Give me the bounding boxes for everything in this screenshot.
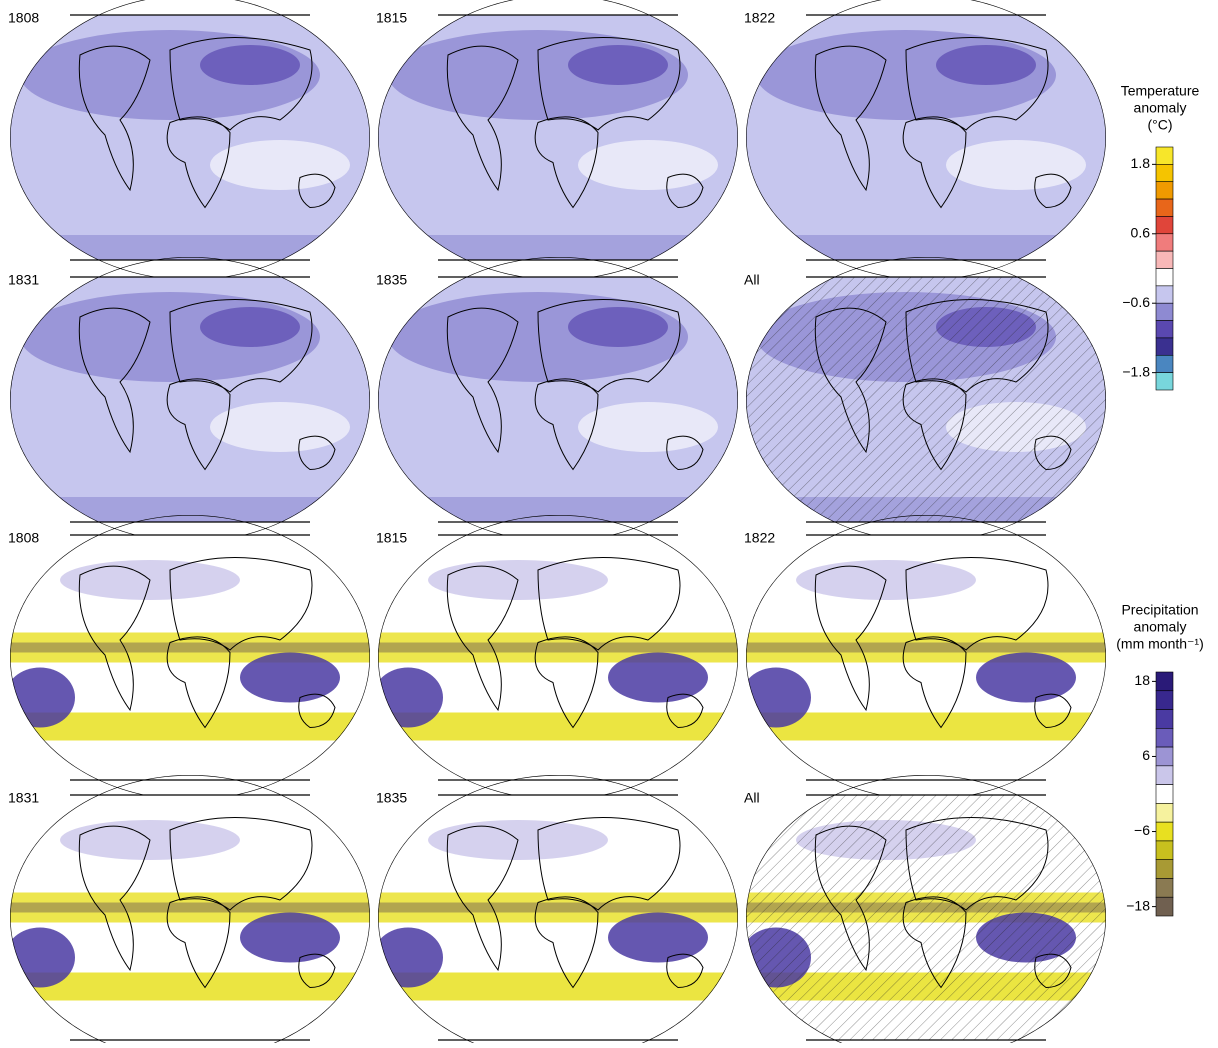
anomaly-region (373, 928, 443, 988)
anomaly-region (200, 307, 300, 347)
colorbar-swatch (1156, 691, 1173, 710)
colorbar-swatch (1156, 251, 1173, 268)
map-panel (5, 535, 370, 780)
anomaly-region (568, 307, 668, 347)
colorbar-swatch (1156, 672, 1173, 691)
colorbar-swatch (1156, 710, 1173, 729)
map-panel (741, 535, 1106, 780)
anomaly-region (578, 402, 718, 452)
colorbar-title: anomaly (1134, 619, 1187, 635)
map-panel (5, 795, 370, 1040)
panel-label: 1831 (8, 272, 39, 288)
panel-label: 1822 (744, 530, 775, 546)
colorbar-swatch (1156, 373, 1173, 390)
colorbar-tick-label: −1.8 (1122, 363, 1150, 379)
panel-label: 1808 (8, 10, 39, 26)
map-panel (373, 535, 738, 780)
colorbar-swatch (1156, 164, 1173, 181)
colorbar-swatch (1156, 747, 1173, 766)
colorbar-title: Precipitation (1121, 602, 1198, 618)
colorbar-swatch (1156, 860, 1173, 879)
colorbar-swatch (1156, 182, 1173, 199)
colorbar-swatch (1156, 269, 1173, 286)
colorbar-tick-label: −18 (1126, 897, 1150, 913)
map-panel (10, 15, 370, 260)
anomaly-region (5, 928, 75, 988)
panel-label: 1815 (376, 530, 407, 546)
map-panel (741, 795, 1106, 1040)
map-panel (378, 15, 738, 260)
colorbar-swatch (1156, 878, 1173, 897)
hatching (746, 795, 1106, 1040)
colorbar-swatch (1156, 216, 1173, 233)
anomaly-region (5, 668, 75, 728)
colorbar-title: Temperature (1121, 83, 1200, 99)
colorbar-swatch (1156, 286, 1173, 303)
colorbar-tick-label: 1.8 (1131, 155, 1151, 171)
panel-label: 1822 (744, 10, 775, 26)
colorbar-swatch (1156, 785, 1173, 804)
colorbar-swatch (1156, 822, 1173, 841)
colorbar-tick-label: 18 (1134, 672, 1150, 688)
colorbar-swatch (1156, 355, 1173, 372)
map-panel (746, 277, 1106, 522)
map-panel (378, 277, 738, 522)
anomaly-region (568, 45, 668, 85)
anomaly-region (378, 643, 738, 653)
anomaly-region (10, 643, 370, 653)
anomaly-region (210, 140, 350, 190)
anomaly-region (936, 45, 1036, 85)
anomaly-region (746, 643, 1106, 653)
colorbar-title: (°C) (1147, 117, 1172, 133)
anomaly-region (373, 668, 443, 728)
colorbar-swatch (1156, 147, 1173, 164)
colorbar-swatch (1156, 897, 1173, 916)
panel-label: All (744, 790, 760, 806)
anomaly-region (578, 140, 718, 190)
colorbar-swatch (1156, 803, 1173, 822)
panel-label: 1835 (376, 272, 407, 288)
colorbar-swatch (1156, 766, 1173, 785)
map-panel (10, 277, 370, 522)
colorbar-swatch (1156, 728, 1173, 747)
colorbar-swatch (1156, 234, 1173, 251)
colorbar-tick-label: 6 (1142, 747, 1150, 763)
colorbar-swatch (1156, 841, 1173, 860)
panel-label: All (744, 272, 760, 288)
figure: 1808 1815 1822 1831 1835 All 1808 1815 1822 1831 1… (0, 0, 1218, 1043)
hatching (746, 277, 1106, 522)
anomaly-region (741, 668, 811, 728)
colorbar-tick-label: −6 (1134, 822, 1150, 838)
anomaly-region (210, 402, 350, 452)
colorbar-tick-label: −0.6 (1122, 294, 1150, 310)
anomaly-region (608, 913, 708, 963)
panel-label: 1815 (376, 10, 407, 26)
colorbar-tick-label: 0.6 (1131, 224, 1151, 240)
anomaly-region (10, 903, 370, 913)
colorbar-title: anomaly (1134, 100, 1187, 116)
anomaly-region (976, 653, 1076, 703)
colorbar-swatch (1156, 338, 1173, 355)
anomaly-region (200, 45, 300, 85)
colorbar-swatch (1156, 199, 1173, 216)
map-panel (373, 795, 738, 1040)
anomaly-region (946, 140, 1086, 190)
map-panel (746, 15, 1106, 260)
anomaly-region (240, 913, 340, 963)
colorbar-title: (mm month⁻¹) (1116, 636, 1204, 652)
colorbar-swatch (1156, 303, 1173, 320)
anomaly-region (240, 653, 340, 703)
anomaly-region (378, 903, 738, 913)
panel-label: 1835 (376, 790, 407, 806)
panel-label: 1808 (8, 530, 39, 546)
colorbar-swatch (1156, 321, 1173, 338)
panel-label: 1831 (8, 790, 39, 806)
anomaly-region (608, 653, 708, 703)
